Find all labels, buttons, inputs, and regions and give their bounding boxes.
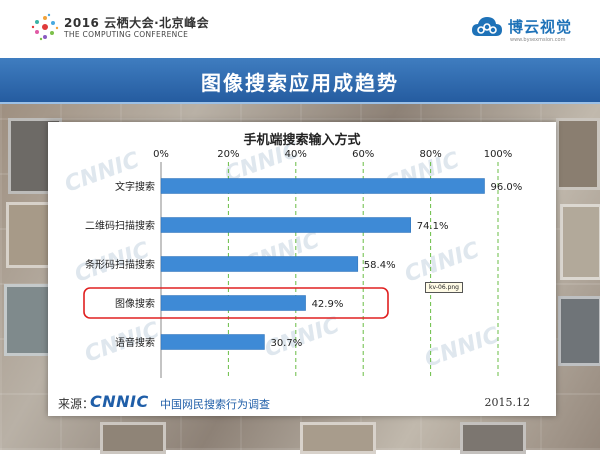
value-label: 74.1% [417,221,449,232]
brand-name: 博云视觉 [508,18,573,36]
category-label: 条形码扫描搜索 [85,258,155,271]
slide-title-bar: 图像搜索应用成趋势 [0,58,600,104]
bar-layer [160,178,485,350]
conference-title: 2016 云栖大会·北京峰会 [64,16,210,30]
tick-label: 40% [285,149,307,160]
category-label: 语音搜索 [115,336,155,349]
image-filename-tooltip: kv-06.png [425,282,463,293]
cloud-logo-icon [472,17,502,36]
tick-label: 0% [153,149,169,160]
conference-logo-icon [31,13,59,41]
tick-label: 100% [484,149,513,160]
background-photo [556,118,600,190]
category-label: 二维码扫描搜索 [85,219,155,232]
conference-subtitle: THE COMPUTING CONFERENCE [64,30,189,39]
highlight-box [83,287,389,319]
category-label: 图像搜索 [115,297,155,310]
tick-label: 20% [217,149,239,160]
background-photo [560,204,600,280]
background-photo [100,422,166,454]
value-label: 58.4% [364,260,396,271]
cnnic-logo: CNNIC [90,392,149,411]
value-label: 96.0% [491,182,523,193]
tick-label: 60% [352,149,374,160]
source-prefix: 来源： [58,397,95,411]
brand-url: www.bysexmsion.com [510,37,566,43]
report-date: 2015.12 [484,396,531,409]
bar [160,295,306,311]
watermark-text: CNNIC [422,323,503,373]
value-label-layer: 96.0% 74.1% 58.4% 42.9% 30.7% [270,182,522,349]
bar [160,334,265,350]
tick-label-layer: 0% 20% 40% 60% 80% 100% [153,149,512,160]
background-photo [558,296,600,366]
header: 2016 云栖大会·北京峰会 THE COMPUTING CONFERENCE … [0,0,600,58]
watermark-text: CNNIC [402,238,483,288]
value-label: 42.9% [312,299,344,310]
background-photo [460,422,526,454]
chart-title: 手机端搜索输入方式 [243,132,360,148]
bar [160,178,485,194]
category-label: 文字搜索 [115,180,155,193]
bar [160,256,359,272]
value-label: 30.7% [270,338,302,349]
slide-title: 图像搜索应用成趋势 [201,71,399,95]
chart-card: CNNIC CNNIC CNNIC CNNIC CNNIC CNNIC CNNIC CNNIC… [48,122,556,416]
background-photo [6,202,52,268]
tick-label: 80% [419,149,441,160]
bar [160,217,411,233]
source-caption: 中国网民搜索行为调查 [160,398,270,411]
background-photo [300,422,376,454]
background-photo [4,284,54,356]
